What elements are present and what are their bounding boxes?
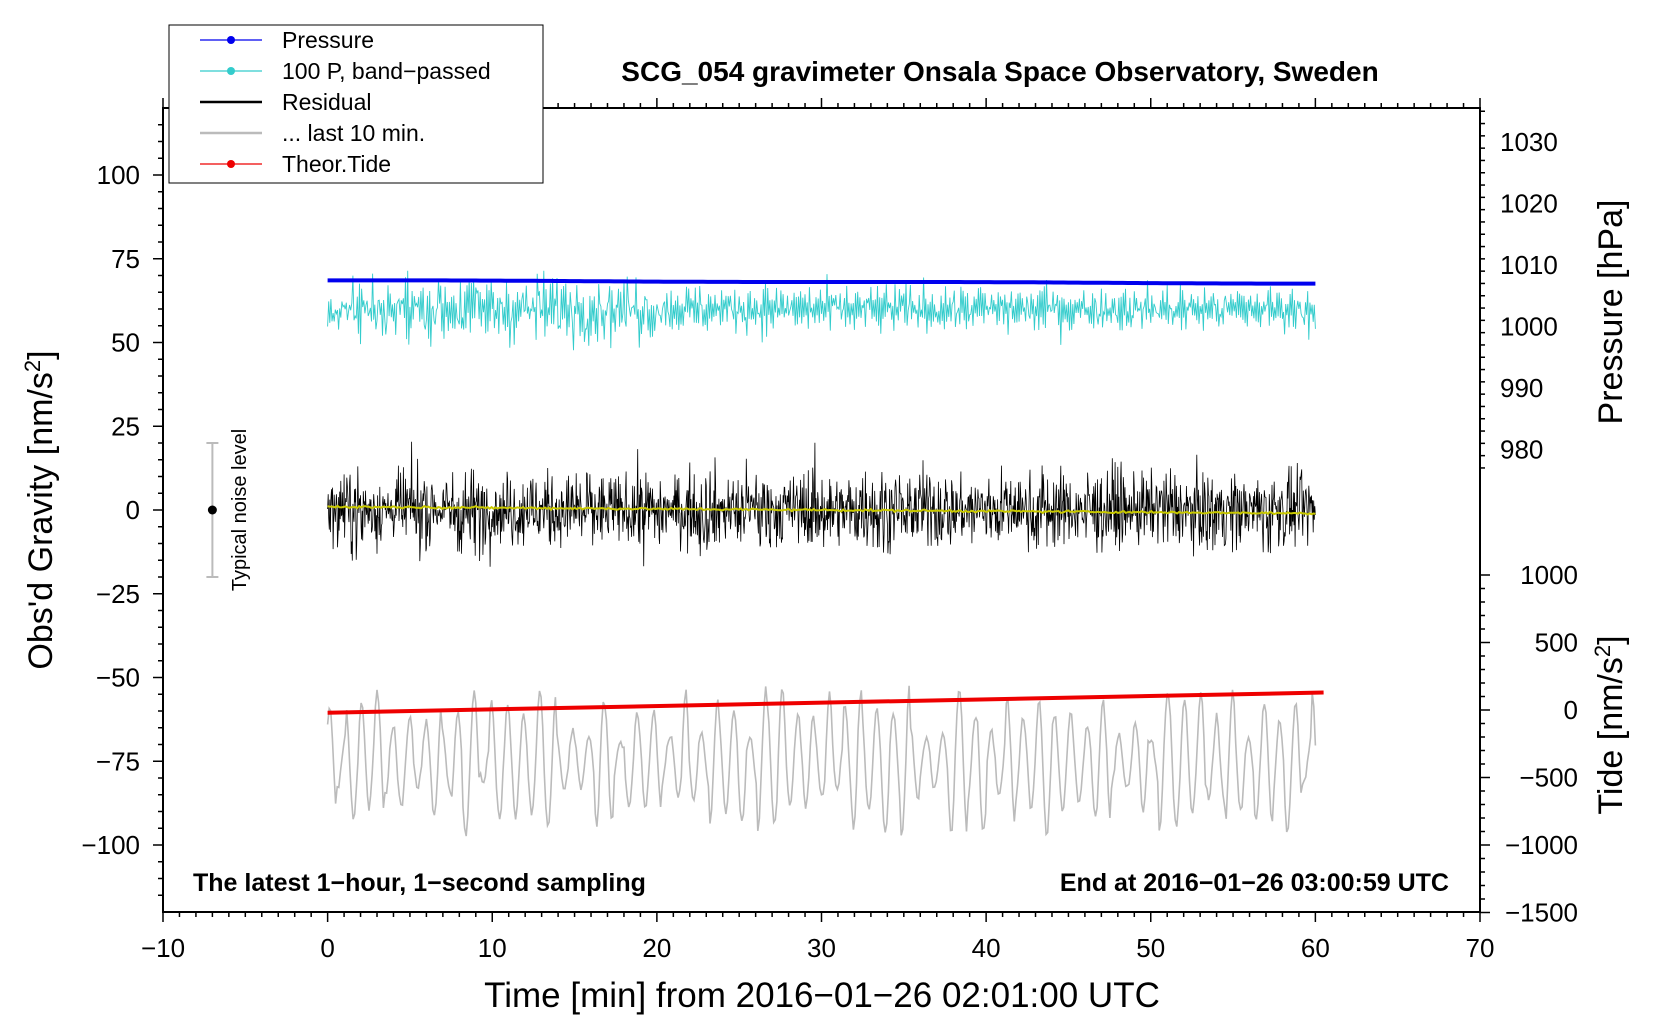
- y-tick-label: 100: [97, 160, 140, 190]
- series-last-10-min: [326, 685, 1317, 837]
- x-tick-label: −10: [141, 933, 185, 963]
- annotation-sampling: The latest 1−hour, 1−second sampling: [193, 869, 646, 897]
- tide-tick-label: 1000: [1520, 560, 1578, 590]
- legend-marker: [227, 160, 235, 168]
- tide-tick-label: 0: [1564, 695, 1578, 725]
- x-tick-label: 0: [320, 933, 334, 963]
- x-tick-label: 10: [478, 933, 507, 963]
- legend-label: Pressure: [282, 27, 374, 53]
- tide-tick-label: −500: [1519, 763, 1578, 793]
- series-pressure: [327, 278, 1316, 286]
- y-axis-label-pressure: Pressure [hPa]: [1592, 200, 1630, 425]
- y-tick-label: 50: [111, 328, 140, 358]
- legend-item: Theor.Tide: [200, 151, 391, 177]
- pressure-tick-label: 1020: [1500, 189, 1558, 219]
- y-axis-label-tide: Tide [nm/s2]: [1590, 635, 1630, 814]
- series-pressure-bandpassed: [327, 270, 1316, 351]
- legend-item: ... last 10 min.: [200, 120, 425, 146]
- y-axis-label-left-end: ]: [22, 350, 60, 359]
- legend-box: [168, 24, 544, 184]
- y-axis-label-tide-sup: 2: [1590, 645, 1615, 657]
- legend-marker: [227, 36, 235, 44]
- series-layer: [206, 270, 1324, 837]
- axis-ticks: −10 0 10 20 30 40 50 60 701007550250−25−50−75−10…: [81, 98, 1578, 963]
- chart-title: SCG_054 gravimeter Onsala Space Observat…: [621, 56, 1378, 87]
- tide-tick-label: −1000: [1505, 830, 1578, 860]
- y-tick-label: 25: [111, 411, 140, 441]
- x-tick-label: 20: [642, 933, 671, 963]
- series-theoretical-tide: [327, 690, 1324, 715]
- y-axis-label-tide-main: Tide [nm/s: [1592, 657, 1630, 814]
- series-residual: [327, 441, 1316, 567]
- annotation-end-time: End at 2016−01−26 03:00:59 UTC: [1060, 869, 1449, 897]
- noise-level-label: Typical noise level: [229, 429, 251, 591]
- tide-tick-label: −1500: [1505, 898, 1578, 928]
- legend-label: ... last 10 min.: [282, 120, 425, 146]
- y-axis-label-left-main: Obs'd Gravity [nm/s: [22, 372, 60, 669]
- y-axis-label-left-sup: 2: [20, 360, 45, 372]
- x-tick-label: 30: [807, 933, 836, 963]
- series-residual-smoothed: [327, 504, 1316, 516]
- legend-marker: [227, 67, 235, 75]
- pressure-tick-label: 1000: [1500, 312, 1558, 342]
- legend-label: Theor.Tide: [282, 151, 391, 177]
- y-tick-label: −50: [96, 663, 140, 693]
- pressure-tick-label: 1010: [1500, 250, 1558, 280]
- legend-label: Residual: [282, 89, 372, 115]
- x-tick-label: 50: [1136, 933, 1165, 963]
- pressure-tick-label: 1030: [1500, 127, 1558, 157]
- legend-item: 100 P, band−passed: [200, 58, 491, 84]
- legend-item: Residual: [200, 89, 372, 115]
- y-tick-label: −75: [96, 746, 140, 776]
- y-tick-label: −100: [81, 830, 140, 860]
- x-tick-label: 60: [1301, 933, 1330, 963]
- tide-tick-label: 500: [1535, 628, 1578, 658]
- noise-bar-center: [207, 505, 217, 515]
- x-tick-label: 70: [1466, 933, 1495, 963]
- y-axis-label-left: Obs'd Gravity [nm/s2]: [20, 350, 60, 669]
- y-axis-label-tide-end: ]: [1592, 635, 1630, 644]
- pressure-tick-label: 990: [1500, 373, 1543, 403]
- x-axis-label: Time [min] from 2016−01−26 02:01:00 UTC: [484, 976, 1160, 1015]
- legend: Pressure 100 P, band−passed Residual ... la…: [168, 24, 544, 184]
- y-tick-label: −25: [96, 579, 140, 609]
- y-tick-label: 75: [111, 244, 140, 274]
- pressure-tick-label: 980: [1500, 435, 1543, 465]
- x-tick-label: 40: [972, 933, 1001, 963]
- legend-label: 100 P, band−passed: [282, 58, 491, 84]
- legend-item: Pressure: [200, 27, 374, 53]
- y-tick-label: 0: [126, 495, 140, 525]
